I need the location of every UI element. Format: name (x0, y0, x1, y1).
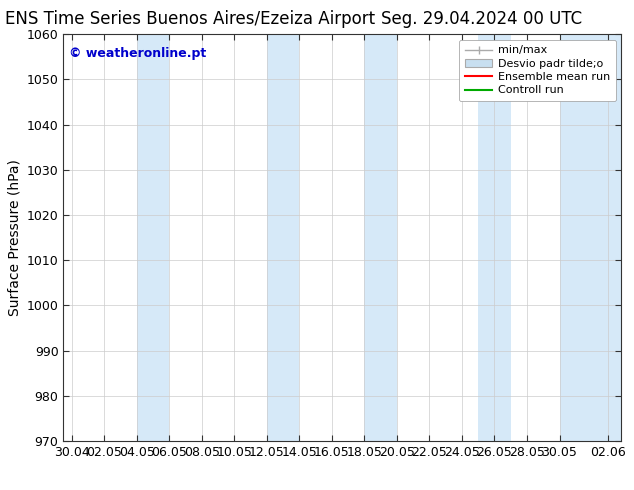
Bar (267, 34, 299, 441)
Bar (560, 34, 621, 441)
Bar (365, 34, 397, 441)
Y-axis label: Surface Pressure (hPa): Surface Pressure (hPa) (7, 159, 21, 316)
Bar (478, 34, 511, 441)
Text: Seg. 29.04.2024 00 UTC: Seg. 29.04.2024 00 UTC (381, 10, 583, 28)
Bar (136, 34, 169, 441)
Legend: min/max, Desvio padr tilde;o, Ensemble mean run, Controll run: min/max, Desvio padr tilde;o, Ensemble m… (459, 40, 616, 101)
Text: © weatheronline.pt: © weatheronline.pt (69, 47, 206, 59)
Text: ENS Time Series Buenos Aires/Ezeiza Airport: ENS Time Series Buenos Aires/Ezeiza Airp… (5, 10, 375, 28)
